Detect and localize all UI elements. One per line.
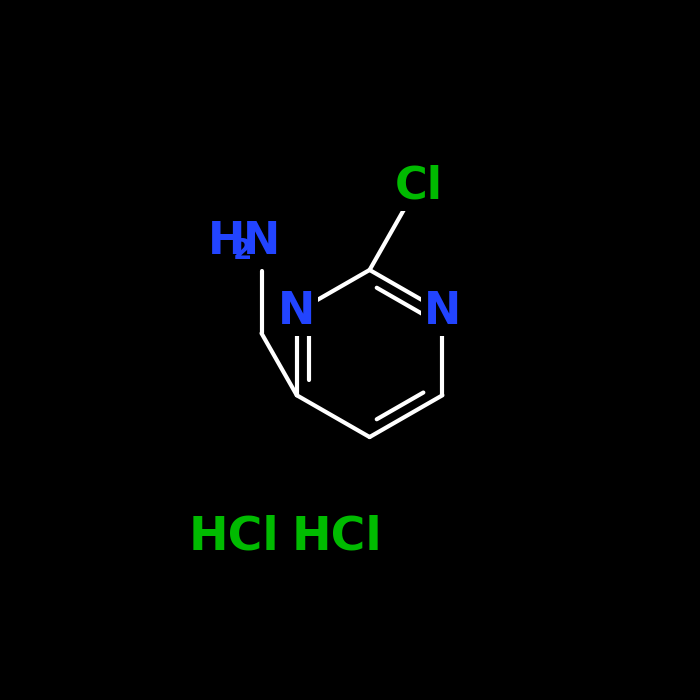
Text: 2: 2 [233, 237, 252, 265]
Text: N: N [243, 220, 280, 263]
Text: N: N [424, 290, 461, 333]
Text: N: N [278, 290, 316, 333]
Text: HCl: HCl [189, 514, 279, 559]
Text: Cl: Cl [394, 165, 442, 208]
Text: HCl: HCl [292, 514, 382, 559]
Text: H: H [208, 220, 245, 263]
